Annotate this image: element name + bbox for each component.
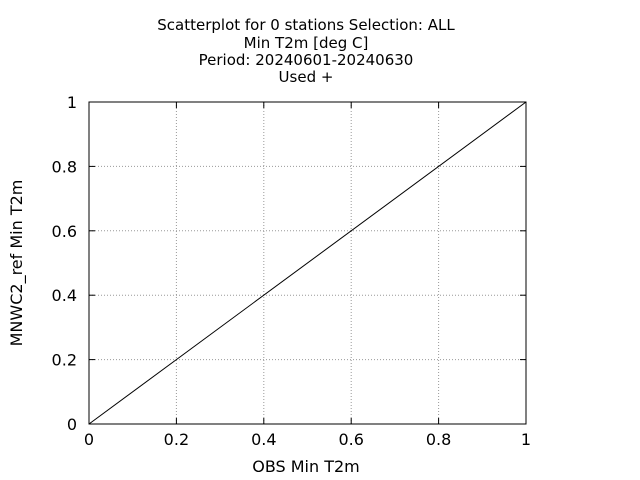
y-tick-label: 0.2	[52, 351, 77, 370]
x-tick-label: 1	[521, 430, 531, 449]
chart-title-line-3: Period: 20240601-20240630	[199, 51, 414, 69]
y-tick-label: 0.6	[52, 222, 77, 241]
chart-title-line-1: Scatterplot for 0 stations Selection: AL…	[157, 16, 455, 34]
plot-frame	[88, 101, 527, 425]
x-tick-label: 0.2	[164, 430, 189, 449]
y-tick-label: 0.8	[52, 157, 77, 176]
reference-line-layer	[88, 101, 527, 425]
x-tick-label: 0.4	[251, 430, 276, 449]
reference-line-1to1	[88, 101, 527, 425]
y-tick-label: 1	[67, 93, 77, 112]
x-axis-label: OBS Min T2m	[252, 457, 360, 476]
x-axis-ticks: 0 0.2 0.4 0.6 0.8 1	[84, 102, 531, 449]
x-tick-label: 0	[84, 430, 94, 449]
y-tick-label: 0	[67, 415, 77, 434]
y-axis-label: MNWC2_ref Min T2m	[7, 180, 27, 347]
chart-title-line-2: Min T2m [deg C]	[244, 34, 369, 52]
chart-title-line-4: Used +	[279, 68, 334, 86]
y-tick-label: 0.4	[52, 286, 77, 305]
x-tick-label: 0.8	[426, 430, 451, 449]
y-axis-ticks: 0 0.2 0.4 0.6 0.8 1	[52, 93, 526, 434]
x-tick-label: 0.6	[338, 430, 363, 449]
grid-lines	[89, 102, 526, 424]
